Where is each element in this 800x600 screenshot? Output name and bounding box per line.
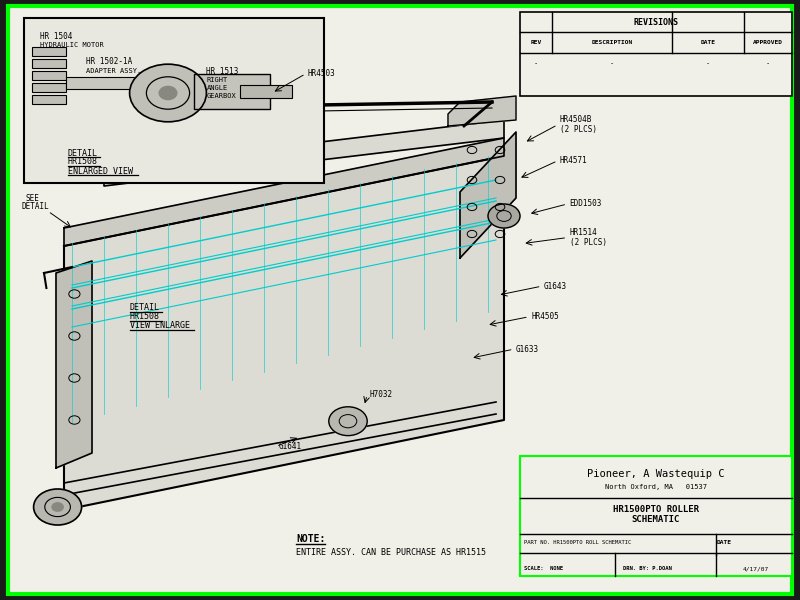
Text: DATE: DATE [701,40,715,45]
Text: APPROVED: APPROVED [753,40,783,45]
Text: HR4505: HR4505 [531,312,559,322]
Text: DETAIL: DETAIL [68,148,98,157]
Bar [32,83,66,92]
Polygon shape [448,96,516,126]
Text: HR4504B
(2 PLCS): HR4504B (2 PLCS) [560,115,597,134]
Polygon shape [64,138,504,246]
Text: HR1500PTO ROLLER
SCHEMATIC: HR1500PTO ROLLER SCHEMATIC [613,505,699,524]
Text: HR1514
(2 PLCS): HR1514 (2 PLCS) [570,228,606,247]
Circle shape [488,204,520,228]
Text: HR 1504: HR 1504 [40,32,72,41]
Text: H7032: H7032 [370,390,393,400]
Bar [66,77,158,89]
Text: DETAIL: DETAIL [130,304,160,312]
Text: VIEW ENLARGE: VIEW ENLARGE [130,322,190,330]
Bar [32,59,66,68]
Text: ENTIRE ASSY. CAN BE PURCHASE AS HR1515: ENTIRE ASSY. CAN BE PURCHASE AS HR1515 [296,548,486,557]
Text: EDD1503: EDD1503 [570,199,602,208]
Circle shape [34,489,82,525]
Text: SCALE:  NONE: SCALE: NONE [524,566,563,571]
Text: GEARBOX: GEARBOX [206,93,236,99]
Bar [32,47,66,56]
Text: REVISIONS: REVISIONS [634,17,678,26]
Text: G1641: G1641 [278,442,302,451]
Text: North Oxford, MA   01537: North Oxford, MA 01537 [605,484,707,490]
Text: HR 1502-1A: HR 1502-1A [86,57,133,66]
Text: HR4503: HR4503 [308,69,336,78]
Circle shape [159,86,177,100]
Text: ADAPTER ASSY.: ADAPTER ASSY. [86,68,142,74]
Bar [520,456,792,576]
Text: NOTE:: NOTE: [296,534,326,544]
Text: DESCRIPTION: DESCRIPTION [591,40,633,45]
Text: G1643: G1643 [544,281,567,290]
Text: HR 1513: HR 1513 [206,67,238,76]
Text: DRN. BY: P.DOAN: DRN. BY: P.DOAN [623,566,672,571]
Bar [24,18,324,183]
Text: REV: REV [530,40,542,45]
Text: HYDRAULIC MOTOR: HYDRAULIC MOTOR [40,43,104,49]
Text: -: - [766,61,770,67]
Text: 4/17/07: 4/17/07 [743,566,770,571]
Text: HR4571: HR4571 [560,156,588,165]
Text: PART NO. HR1500PTO ROLL SCHEMATIC: PART NO. HR1500PTO ROLL SCHEMATIC [524,541,631,545]
Polygon shape [460,132,516,258]
Text: RIGHT: RIGHT [206,77,228,83]
Text: -: - [706,61,710,67]
Polygon shape [104,120,504,186]
Polygon shape [64,156,504,510]
Circle shape [329,407,367,436]
Text: HR1508: HR1508 [68,157,98,166]
Text: DETAIL: DETAIL [22,202,50,211]
Polygon shape [56,261,92,468]
Text: HR1508: HR1508 [130,312,160,322]
Text: -: - [534,61,538,67]
Text: G1633: G1633 [516,344,539,354]
Text: SEE: SEE [26,194,39,203]
Text: Pioneer, A Wastequip C: Pioneer, A Wastequip C [587,469,725,479]
Circle shape [52,503,63,511]
Bar [32,95,66,104]
Circle shape [130,64,206,122]
Text: DATE: DATE [716,541,731,545]
Text: -: - [610,61,614,67]
Text: ENLARGED VIEW: ENLARGED VIEW [68,166,133,175]
Text: ANGLE: ANGLE [206,85,228,91]
Bar [194,74,270,109]
Bar [240,85,292,98]
Bar [520,12,792,96]
Bar [32,71,66,80]
